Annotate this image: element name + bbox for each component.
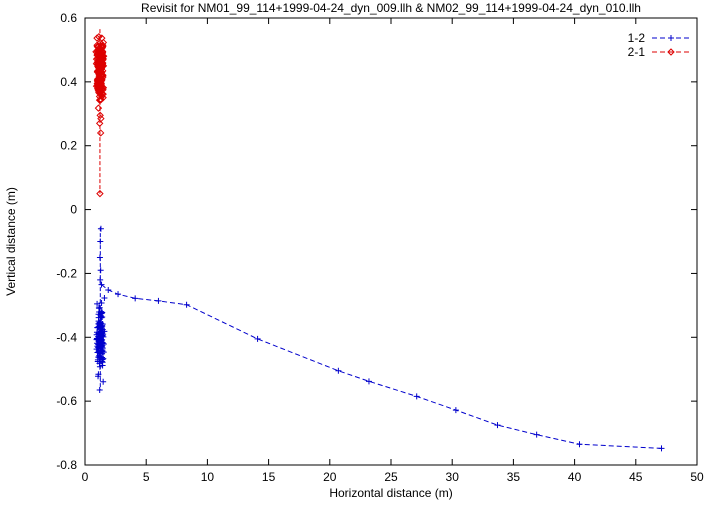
x-axis-tick-label: 50 [690,470,704,484]
x-axis-tick-label: 20 [323,470,337,484]
plus-marker-icon [97,339,104,346]
y-axis-tick-label: -0.6 [56,394,77,408]
plus-marker-icon [95,323,102,330]
plus-marker-icon [94,300,101,307]
diamond-marker-icon [98,34,106,42]
diamond-marker-icon [98,92,106,101]
plus-marker-icon [96,354,103,361]
plus-marker-icon [335,367,342,374]
plus-marker-icon [96,386,103,393]
plus-marker-icon [97,348,104,355]
plus-marker-icon [98,300,105,307]
plus-marker-icon [97,225,104,232]
plus-marker-icon [576,441,583,448]
plus-marker-icon [658,445,665,452]
x-axis-tick-label: 35 [507,470,521,484]
y-axis-label: Vertical distance (m) [4,187,18,296]
series-2-1 [92,29,108,198]
diamond-marker-icon [98,75,106,83]
diamond-marker-icon [93,47,102,56]
plus-marker-icon [99,314,106,321]
plus-marker-icon [101,294,108,301]
diamond-marker-icon [667,48,675,56]
x-axis-tick-label: 40 [568,470,582,484]
plus-marker-icon [97,276,104,283]
plus-marker-icon [99,326,106,333]
plus-marker-icon [96,254,103,261]
plus-marker-icon [95,373,102,380]
plus-marker-icon [97,267,104,274]
plus-marker-icon [100,333,107,340]
plus-marker-icon [100,378,107,385]
plus-marker-icon [96,363,103,370]
x-axis-tick-label: 45 [629,470,643,484]
plus-marker-icon [97,313,104,320]
y-axis-tick-label: -0.2 [56,266,77,280]
plus-marker-icon [115,291,122,298]
plus-marker-icon [183,301,190,308]
diamond-marker-icon [96,49,105,58]
x-axis-tick-label: 30 [446,470,460,484]
diamond-marker-icon [95,82,104,91]
diamond-marker-icon [94,104,103,112]
y-axis-tick-label: 0.4 [60,75,77,89]
plus-marker-icon [94,349,101,356]
y-axis-tick-label: -0.4 [56,330,77,344]
plus-marker-icon [132,295,139,302]
diamond-marker-icon [96,39,105,47]
plus-marker-icon [452,407,459,414]
plus-marker-icon [98,281,105,288]
plus-marker-icon [365,378,372,385]
diamond-marker-icon [96,189,104,198]
series-1-2 [93,225,665,452]
y-axis-tick-label: 0 [70,203,77,217]
x-axis-label: Horizontal distance (m) [329,486,452,500]
plus-marker-icon [99,344,106,351]
plus-marker-icon [254,335,261,342]
diamond-marker-icon [94,79,102,87]
plus-marker-icon [97,238,104,245]
diamond-marker-icon [93,34,101,42]
y-axis-tick-label: 0.2 [60,139,77,153]
diamond-marker-icon [99,90,107,98]
plus-marker-icon [155,297,162,304]
x-axis-tick-label: 0 [82,470,89,484]
plus-marker-icon [668,35,674,41]
legend-label: 1-2 [628,31,646,45]
diamond-marker-icon [96,111,104,120]
plus-marker-icon [97,353,104,360]
series-line [101,284,662,449]
legend-label: 2-1 [628,45,646,59]
diamond-marker-icon [96,62,104,70]
diamond-marker-icon [98,68,106,77]
y-axis-tick-label: 0.6 [60,11,77,25]
y-axis-tick-label: -0.8 [56,458,77,472]
diamond-marker-icon [95,119,104,128]
plus-marker-icon [494,422,501,429]
x-axis-tick-label: 15 [262,470,276,484]
plot-border [84,17,698,466]
diamond-marker-icon [99,86,107,94]
plus-marker-icon [100,355,107,362]
x-axis-tick-label: 5 [143,470,150,484]
x-axis-tick-label: 10 [201,470,215,484]
diamond-marker-icon [96,129,105,137]
plus-marker-icon [99,362,106,369]
plus-marker-icon [105,287,112,294]
diamond-marker-icon [95,47,104,56]
chart-title: Revisit for NM01_99_114+1999-04-24_dyn_0… [141,1,641,15]
plus-marker-icon [413,393,420,400]
plus-marker-icon [95,304,102,311]
plus-marker-icon [533,431,540,438]
plus-marker-icon [96,308,103,315]
x-axis-tick-label: 25 [384,470,398,484]
plus-marker-icon [93,335,100,342]
legend: 1-22-1 [628,31,690,59]
diamond-marker-icon [95,70,103,78]
